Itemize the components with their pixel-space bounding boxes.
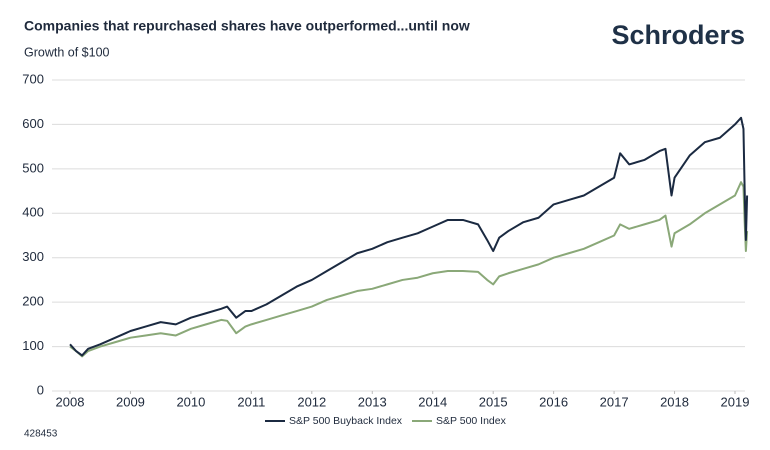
y-tick-label: 300 — [22, 249, 44, 264]
y-tick-label: 100 — [22, 338, 44, 353]
x-tick-label: 2016 — [539, 394, 568, 409]
line-series — [69, 181, 749, 358]
x-tick-label: 2010 — [176, 394, 205, 409]
x-tick-label: 2014 — [418, 394, 447, 409]
chart-subtitle: Growth of $100 — [24, 45, 110, 59]
y-tick-label: 400 — [22, 205, 44, 220]
x-tick-label: 2011 — [237, 394, 265, 409]
y-tick-label: 700 — [22, 71, 44, 86]
legend-label: S&P 500 Index — [436, 415, 507, 427]
y-tick-label: 200 — [22, 294, 44, 309]
x-tick-label: 2009 — [116, 394, 145, 409]
x-tick-label: 2015 — [479, 394, 508, 409]
y-tick-label: 0 — [37, 382, 44, 397]
y-tick-label: 500 — [22, 160, 44, 175]
logo: Schroders — [611, 20, 745, 50]
x-tick-label: 2019 — [721, 394, 750, 409]
x-tick-label: 2013 — [358, 394, 387, 409]
legend-label: S&P 500 Buyback Index — [289, 415, 403, 427]
chart-title: Companies that repurchased shares have o… — [24, 18, 470, 34]
x-tick-label: 2018 — [660, 394, 689, 409]
footnote: 428453 — [24, 429, 58, 440]
line-series — [69, 116, 749, 357]
x-tick-label: 2008 — [56, 394, 85, 409]
x-tick-label: 2012 — [297, 394, 326, 409]
x-tick-label: 2017 — [600, 394, 629, 409]
y-tick-label: 600 — [22, 116, 44, 131]
